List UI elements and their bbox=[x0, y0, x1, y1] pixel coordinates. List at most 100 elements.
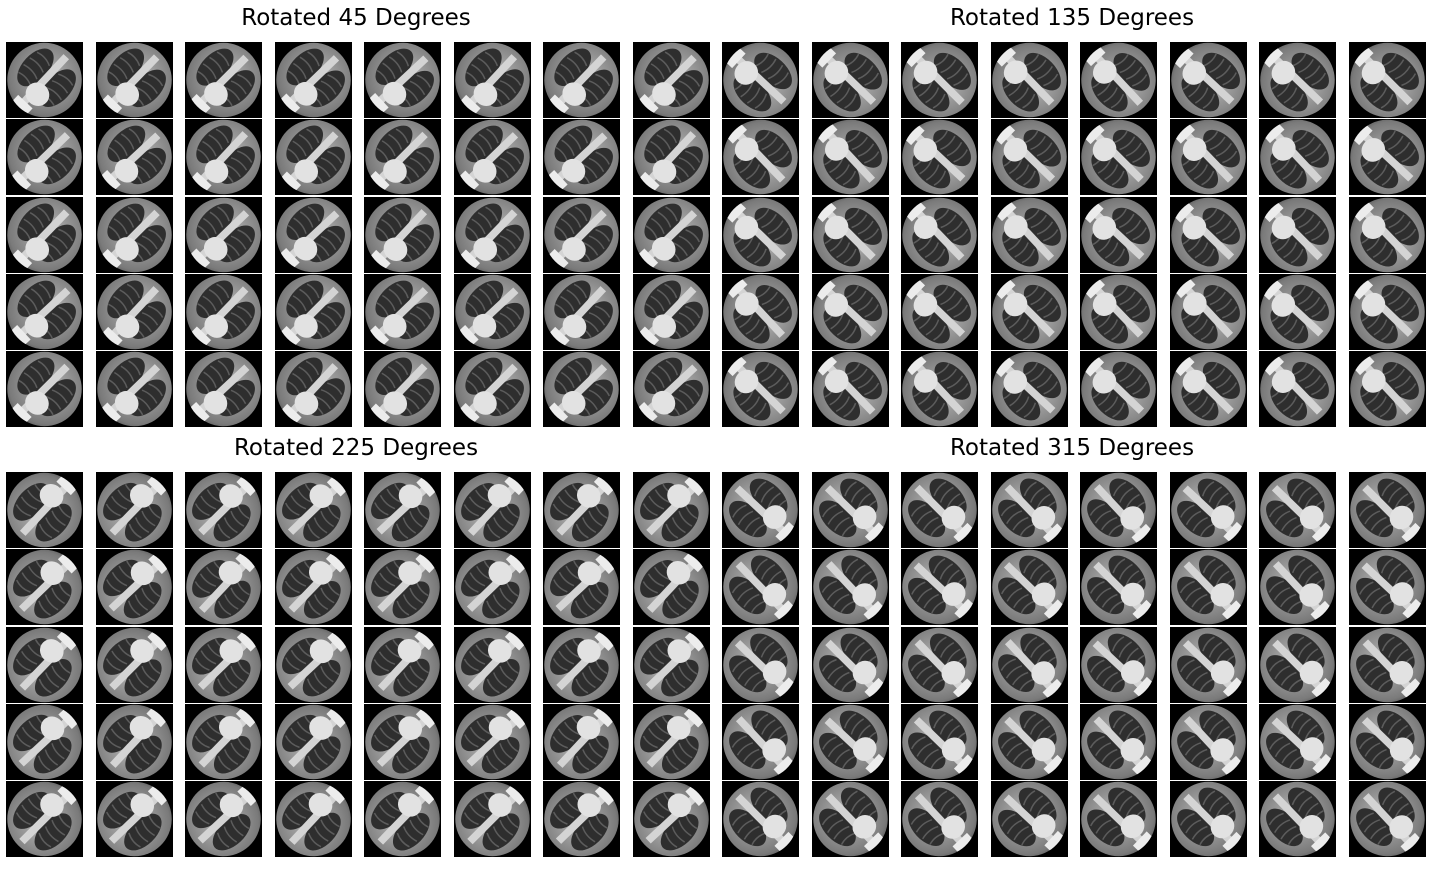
panel-title: Rotated 45 Degrees bbox=[241, 5, 471, 31]
xray-thumbnail bbox=[95, 627, 173, 703]
xray-thumbnail bbox=[1080, 119, 1157, 195]
xray-thumbnail bbox=[185, 42, 262, 118]
xray-thumbnail bbox=[811, 627, 889, 703]
xray-thumbnail bbox=[1348, 781, 1426, 857]
xray-thumbnail bbox=[1259, 351, 1336, 427]
xray-thumbnail bbox=[453, 549, 531, 625]
xray-thumbnail bbox=[453, 42, 531, 118]
xray-thumbnail bbox=[722, 549, 799, 625]
xray-thumbnail bbox=[990, 781, 1068, 857]
panel-rotated-315: Rotated 315 Degrees bbox=[716, 430, 1428, 860]
xray-thumbnail bbox=[274, 704, 352, 780]
xray-thumbnail bbox=[901, 274, 978, 350]
xray-thumbnail bbox=[6, 472, 83, 548]
xray-thumbnail bbox=[632, 549, 710, 625]
xray-thumbnail bbox=[722, 351, 799, 427]
xray-thumbnail bbox=[1080, 627, 1157, 703]
xray-thumbnail bbox=[543, 472, 620, 548]
xray-thumbnail bbox=[274, 549, 352, 625]
xray-thumbnail bbox=[990, 197, 1068, 273]
xray-thumbnail bbox=[811, 549, 889, 625]
xray-thumbnail bbox=[1348, 472, 1426, 548]
xray-thumbnail bbox=[722, 42, 799, 118]
xray-thumbnail bbox=[722, 274, 799, 350]
xray-thumbnail bbox=[1348, 274, 1426, 350]
xray-thumbnail bbox=[811, 119, 889, 195]
xray-thumbnail bbox=[364, 197, 441, 273]
xray-thumbnail bbox=[1348, 704, 1426, 780]
xray-thumbnail bbox=[453, 704, 531, 780]
xray-thumbnail bbox=[6, 781, 83, 857]
xray-thumbnail bbox=[1259, 549, 1336, 625]
xray-thumbnail bbox=[185, 781, 262, 857]
xray-thumbnail bbox=[1169, 119, 1247, 195]
xray-thumbnail bbox=[901, 42, 978, 118]
xray-thumbnail bbox=[95, 781, 173, 857]
xray-thumbnail bbox=[185, 704, 262, 780]
xray-thumbnail bbox=[185, 119, 262, 195]
xray-thumbnail bbox=[364, 627, 441, 703]
xray-thumbnail bbox=[274, 197, 352, 273]
xray-thumbnail bbox=[990, 42, 1068, 118]
xray-thumbnail bbox=[632, 274, 710, 350]
xray-thumbnail bbox=[274, 351, 352, 427]
xray-thumbnail bbox=[364, 274, 441, 350]
xray-thumbnail bbox=[185, 197, 262, 273]
xray-thumbnail bbox=[543, 42, 620, 118]
xray-thumbnail bbox=[6, 351, 83, 427]
xray-thumbnail bbox=[901, 351, 978, 427]
xray-thumbnail bbox=[632, 119, 710, 195]
xray-thumbnail bbox=[453, 274, 531, 350]
xray-thumbnail bbox=[1169, 274, 1247, 350]
xray-thumbnail bbox=[364, 704, 441, 780]
xray-thumbnail bbox=[722, 197, 799, 273]
xray-thumbnail bbox=[1259, 704, 1336, 780]
xray-thumbnail bbox=[1348, 197, 1426, 273]
xray-thumbnail bbox=[95, 197, 173, 273]
xray-thumbnail bbox=[1080, 781, 1157, 857]
xray-thumbnail bbox=[274, 119, 352, 195]
xray-thumbnail bbox=[722, 627, 799, 703]
xray-thumbnail bbox=[632, 197, 710, 273]
xray-thumbnail bbox=[543, 119, 620, 195]
xray-thumbnail bbox=[185, 472, 262, 548]
xray-thumbnail bbox=[95, 472, 173, 548]
xray-thumbnail bbox=[1348, 351, 1426, 427]
xray-thumbnail bbox=[1169, 781, 1247, 857]
xray-thumbnail bbox=[632, 351, 710, 427]
xray-thumbnail bbox=[95, 549, 173, 625]
xray-thumbnail bbox=[990, 351, 1068, 427]
xray-thumbnail bbox=[1169, 42, 1247, 118]
xray-thumbnail bbox=[1080, 274, 1157, 350]
xray-thumbnail bbox=[811, 42, 889, 118]
xray-thumbnail bbox=[95, 704, 173, 780]
xray-thumbnail bbox=[6, 704, 83, 780]
xray-thumbnail bbox=[453, 627, 531, 703]
xray-thumbnail bbox=[1259, 472, 1336, 548]
xray-thumbnail bbox=[185, 627, 262, 703]
xray-thumbnail bbox=[1259, 197, 1336, 273]
xray-thumbnail bbox=[364, 549, 441, 625]
xray-thumbnail bbox=[95, 274, 173, 350]
panel-rotated-45: Rotated 45 Degrees bbox=[0, 0, 712, 430]
xray-thumbnail bbox=[1080, 42, 1157, 118]
xray-thumbnail bbox=[1348, 42, 1426, 118]
xray-thumbnail bbox=[6, 42, 83, 118]
xray-thumbnail bbox=[1169, 627, 1247, 703]
xray-thumbnail bbox=[1080, 704, 1157, 780]
xray-thumbnail bbox=[453, 781, 531, 857]
xray-thumbnail bbox=[543, 351, 620, 427]
xray-thumbnail bbox=[990, 704, 1068, 780]
xray-thumbnail bbox=[722, 119, 799, 195]
xray-thumbnail bbox=[364, 351, 441, 427]
xray-thumbnail bbox=[811, 274, 889, 350]
xray-thumbnail bbox=[364, 119, 441, 195]
xray-thumbnail bbox=[185, 274, 262, 350]
xray-thumbnail bbox=[453, 197, 531, 273]
xray-thumbnail bbox=[453, 351, 531, 427]
xray-thumbnail bbox=[901, 704, 978, 780]
xray-thumbnail bbox=[1259, 274, 1336, 350]
xray-thumbnail bbox=[1259, 119, 1336, 195]
xray-thumbnail bbox=[811, 197, 889, 273]
xray-thumbnail bbox=[632, 42, 710, 118]
